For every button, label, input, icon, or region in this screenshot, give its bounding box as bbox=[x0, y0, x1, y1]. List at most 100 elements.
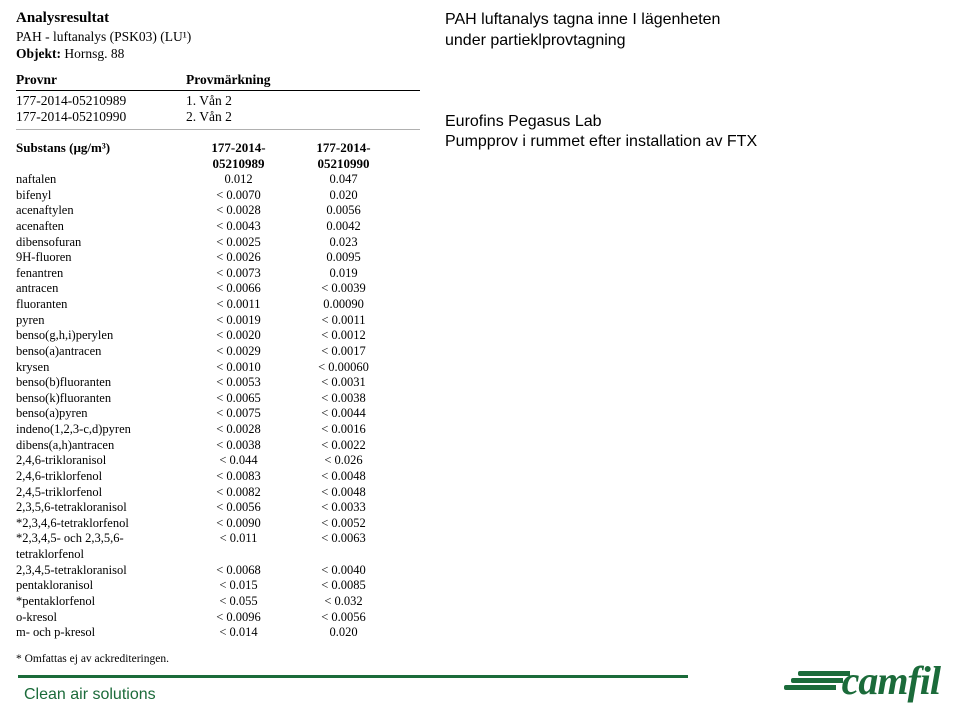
substance-v2: < 0.0063 bbox=[291, 531, 396, 562]
substance-name: *2,3,4,6-tetraklorfenol bbox=[16, 516, 186, 532]
substance-v2: < 0.0040 bbox=[291, 563, 396, 579]
substance-row: fenantren< 0.00730.019 bbox=[16, 266, 420, 282]
substance-v1: < 0.0029 bbox=[186, 344, 291, 360]
prov-header-nr: Provnr bbox=[16, 72, 186, 88]
substance-v2: < 0.0052 bbox=[291, 516, 396, 532]
prov-mark: 2. Vån 2 bbox=[186, 109, 386, 125]
substance-row: indeno(1,2,3-c,d)pyren< 0.0028< 0.0016 bbox=[16, 422, 420, 438]
substance-v2: < 0.00060 bbox=[291, 360, 396, 376]
substance-row: antracen< 0.0066< 0.0039 bbox=[16, 281, 420, 297]
prov-nr: 177-2014-05210990 bbox=[16, 109, 186, 125]
substance-row: dibensofuran< 0.00250.023 bbox=[16, 235, 420, 251]
report-title: Analysresultat bbox=[16, 10, 420, 27]
substance-name: benso(g,h,i)perylen bbox=[16, 328, 186, 344]
prov-rows: 177-2014-052109891. Vån 2177-2014-052109… bbox=[16, 93, 420, 125]
divider bbox=[16, 90, 420, 91]
substance-v1: < 0.0038 bbox=[186, 438, 291, 454]
substance-v1: < 0.015 bbox=[186, 578, 291, 594]
substance-row: 2,3,5,6-tetrakloranisol< 0.0056< 0.0033 bbox=[16, 500, 420, 516]
substance-row: benso(a)antracen< 0.0029< 0.0017 bbox=[16, 344, 420, 360]
substance-v2: 0.0042 bbox=[291, 219, 396, 235]
substance-v2: < 0.0033 bbox=[291, 500, 396, 516]
substance-row: 2,4,6-trikloranisol< 0.044< 0.026 bbox=[16, 453, 420, 469]
substance-name: acenaftylen bbox=[16, 203, 186, 219]
substance-v2: 0.00090 bbox=[291, 297, 396, 313]
substance-v2: < 0.0044 bbox=[291, 406, 396, 422]
logo-word: camfil bbox=[842, 657, 940, 704]
substance-v2: < 0.0085 bbox=[291, 578, 396, 594]
substance-row: acenaften< 0.00430.0042 bbox=[16, 219, 420, 235]
substance-row: benso(k)fluoranten< 0.0065< 0.0038 bbox=[16, 391, 420, 407]
substance-v2: < 0.026 bbox=[291, 453, 396, 469]
prov-mark: 1. Vån 2 bbox=[186, 93, 386, 109]
divider bbox=[16, 129, 420, 130]
substance-row: pentakloranisol< 0.015< 0.0085 bbox=[16, 578, 420, 594]
substance-v1: < 0.0066 bbox=[186, 281, 291, 297]
substance-row: benso(a)pyren< 0.0075< 0.0044 bbox=[16, 406, 420, 422]
substance-v2: < 0.032 bbox=[291, 594, 396, 610]
substance-v1: < 0.0028 bbox=[186, 422, 291, 438]
substance-v2: < 0.0048 bbox=[291, 485, 396, 501]
substance-v1: < 0.0010 bbox=[186, 360, 291, 376]
side-notes: PAH luftanalys tagna inne I lägenheten u… bbox=[445, 10, 765, 213]
substance-v1: < 0.0020 bbox=[186, 328, 291, 344]
object-value: Hornsg. 88 bbox=[64, 46, 124, 61]
substance-row: benso(g,h,i)perylen< 0.0020< 0.0012 bbox=[16, 328, 420, 344]
substance-v2: < 0.0011 bbox=[291, 313, 396, 329]
substance-v2: < 0.0022 bbox=[291, 438, 396, 454]
substance-v2: 0.023 bbox=[291, 235, 396, 251]
object-label: Objekt: bbox=[16, 46, 61, 61]
substance-name: 2,4,6-trikloranisol bbox=[16, 453, 186, 469]
substance-v2: < 0.0017 bbox=[291, 344, 396, 360]
report-body: Analysresultat PAH - luftanalys (PSK03) … bbox=[0, 0, 420, 665]
object-line: Objekt: Hornsg. 88 bbox=[16, 46, 420, 62]
substance-row: krysen< 0.0010< 0.00060 bbox=[16, 360, 420, 376]
logo: camfil bbox=[784, 657, 940, 704]
substance-v2: 0.0095 bbox=[291, 250, 396, 266]
substance-row: 2,3,4,5-tetrakloranisol< 0.0068< 0.0040 bbox=[16, 563, 420, 579]
substance-v1: < 0.0056 bbox=[186, 500, 291, 516]
substance-row: 2,4,5-triklorfenol< 0.0082< 0.0048 bbox=[16, 485, 420, 501]
substance-name: dibensofuran bbox=[16, 235, 186, 251]
substance-v2: 0.019 bbox=[291, 266, 396, 282]
substance-name: 2,4,6-triklorfenol bbox=[16, 469, 186, 485]
substance-v2: 0.047 bbox=[291, 172, 396, 188]
substance-v1: < 0.014 bbox=[186, 625, 291, 641]
substance-header-c2: 177-2014-05210990 bbox=[291, 140, 396, 172]
substance-v1: < 0.0065 bbox=[186, 391, 291, 407]
substance-v2: < 0.0048 bbox=[291, 469, 396, 485]
substance-v1: < 0.011 bbox=[186, 531, 291, 562]
substance-row: 2,4,6-triklorfenol< 0.0083< 0.0048 bbox=[16, 469, 420, 485]
footer-bar bbox=[18, 675, 688, 678]
prov-row: 177-2014-052109902. Vån 2 bbox=[16, 109, 420, 125]
substance-row: fluoranten< 0.00110.00090 bbox=[16, 297, 420, 313]
substance-rows: naftalen0.0120.047bifenyl< 0.00700.020ac… bbox=[16, 172, 420, 641]
substance-v1: < 0.0026 bbox=[186, 250, 291, 266]
substance-row: 9H-fluoren< 0.00260.0095 bbox=[16, 250, 420, 266]
substance-row: *2,3,4,5- och 2,3,5,6-tetraklorfenol< 0.… bbox=[16, 531, 420, 562]
substance-v1: < 0.044 bbox=[186, 453, 291, 469]
substance-v1: < 0.0096 bbox=[186, 610, 291, 626]
substance-name: *pentaklorfenol bbox=[16, 594, 186, 610]
substance-name: m- och p-kresol bbox=[16, 625, 186, 641]
note-b: Eurofins Pegasus LabPumpprov i rummet ef… bbox=[445, 112, 765, 154]
substance-v1: < 0.055 bbox=[186, 594, 291, 610]
substance-name: antracen bbox=[16, 281, 186, 297]
substance-v2: 0.0056 bbox=[291, 203, 396, 219]
substance-name: 2,3,4,5-tetrakloranisol bbox=[16, 563, 186, 579]
substance-v1: < 0.0011 bbox=[186, 297, 291, 313]
substance-name: fenantren bbox=[16, 266, 186, 282]
substance-row: pyren< 0.0019< 0.0011 bbox=[16, 313, 420, 329]
substance-name: benso(a)antracen bbox=[16, 344, 186, 360]
substance-v1: < 0.0070 bbox=[186, 188, 291, 204]
prov-nr: 177-2014-05210989 bbox=[16, 93, 186, 109]
substance-v2: < 0.0031 bbox=[291, 375, 396, 391]
substance-row: *pentaklorfenol< 0.055< 0.032 bbox=[16, 594, 420, 610]
substance-v1: < 0.0068 bbox=[186, 563, 291, 579]
substance-v1: < 0.0073 bbox=[186, 266, 291, 282]
substance-name: benso(b)fluoranten bbox=[16, 375, 186, 391]
substance-v1: < 0.0025 bbox=[186, 235, 291, 251]
substance-name: 2,4,5-triklorfenol bbox=[16, 485, 186, 501]
prov-header: Provnr Provmärkning bbox=[16, 72, 420, 88]
substance-row: naftalen0.0120.047 bbox=[16, 172, 420, 188]
